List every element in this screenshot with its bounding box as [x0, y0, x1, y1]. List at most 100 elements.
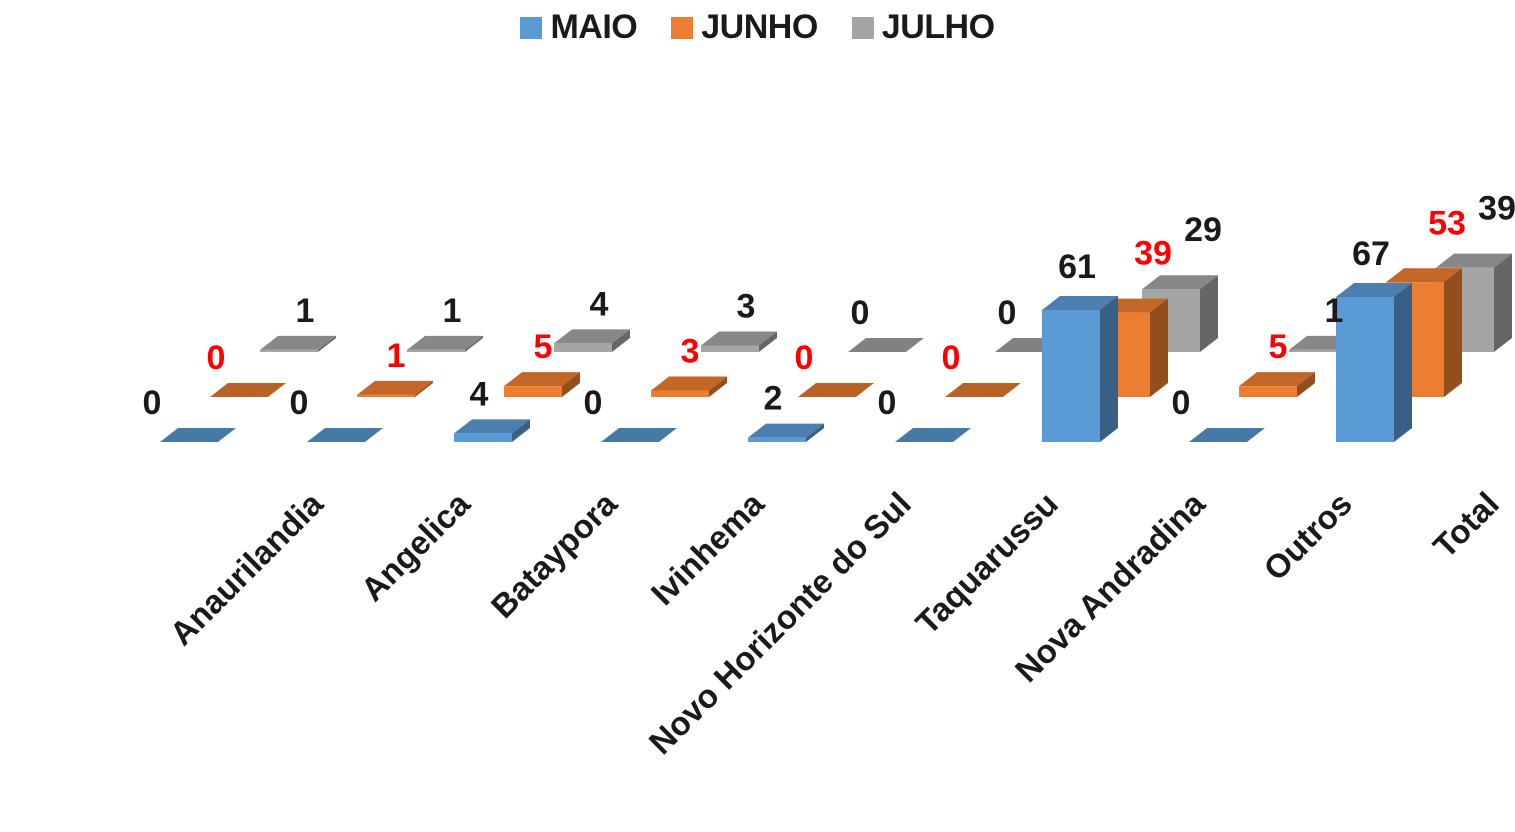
- legend-label-julho: JULHO: [881, 8, 995, 46]
- bar-top-face: [748, 423, 824, 438]
- bar-side-face: [612, 329, 630, 352]
- bar-top-face: [454, 419, 530, 434]
- bar-top-face: [945, 383, 1021, 397]
- data-label-maio-angelica: 0: [290, 384, 309, 422]
- category-label-ivinhema: Ivinhema: [644, 484, 772, 612]
- bar-julho-bataypora: [554, 329, 630, 352]
- data-label-junho-novo-horizonte-do-sul: 0: [795, 339, 814, 377]
- bar-side-face: [318, 335, 336, 352]
- bar-side-face: [1200, 275, 1218, 352]
- bar-side-face: [709, 376, 727, 397]
- data-label-julho-ivinhema: 3: [737, 288, 756, 326]
- data-label-maio-total: 67: [1352, 235, 1390, 273]
- bar-top-face: [160, 428, 236, 442]
- bar-junho-bataypora: [504, 372, 580, 397]
- bar-top-face: [307, 428, 383, 442]
- bar-front-face: [357, 394, 415, 397]
- bar-side-face: [512, 419, 530, 442]
- bar-front-face: [1289, 349, 1347, 352]
- category-label-angelica: Angelica: [354, 484, 478, 608]
- bar-top-face: [651, 376, 727, 391]
- bar-front-face: [1336, 297, 1394, 442]
- data-label-junho-taquarussu: 0: [942, 339, 961, 377]
- category-label-taquarussu: Taquarussu: [908, 485, 1065, 642]
- bar-side-face: [1394, 283, 1412, 442]
- legend-item-maio: MAIO: [520, 8, 638, 47]
- bar-top-face: [601, 428, 677, 442]
- bar-junho-angelica: [357, 380, 433, 397]
- category-label-total: Total: [1426, 485, 1506, 565]
- bar-front-face: [554, 343, 612, 352]
- data-label-maio-nova-andradina: 61: [1058, 248, 1096, 286]
- data-label-julho-total: 39: [1478, 190, 1515, 228]
- bar-side-face: [1150, 298, 1168, 397]
- category-label-bataypora: Bataypora: [484, 484, 625, 625]
- series-maio: [160, 283, 1412, 442]
- data-label-maio-taquarussu: 0: [878, 384, 897, 422]
- bar-junho-ivinhema: [651, 376, 727, 397]
- bar-maio-bataypora: [454, 419, 530, 442]
- legend-label-maio: MAIO: [550, 8, 638, 46]
- bar-julho-ivinhema: [701, 331, 777, 352]
- bar-top-face: [1239, 372, 1315, 387]
- bar-top-face: [1142, 275, 1218, 290]
- data-label-julho-nova-andradina: 29: [1184, 211, 1222, 249]
- legend-item-julho: JULHO: [851, 8, 995, 47]
- bar-front-face: [651, 390, 709, 397]
- bar-top-face: [1042, 295, 1118, 310]
- legend-item-junho: JUNHO: [671, 8, 818, 47]
- bar-top-face: [1436, 253, 1512, 268]
- category-label-novo-horizonte-do-sul: Novo Horizonte do Sul: [642, 485, 918, 761]
- data-label-maio-anaurilandia: 0: [143, 384, 162, 422]
- bar-julho-novo-horizonte-do-sul: [848, 338, 924, 352]
- bar-top-face: [260, 335, 336, 350]
- data-label-junho-anaurilandia: 0: [207, 339, 226, 377]
- bar-maio-total: [1336, 283, 1412, 442]
- bar-maio-taquarussu: [895, 428, 971, 442]
- bar-front-face: [1042, 309, 1100, 442]
- data-label-junho-ivinhema: 3: [681, 333, 700, 371]
- bar-maio-novo-horizonte-do-sul: [748, 423, 824, 442]
- bar-side-face: [1444, 268, 1462, 397]
- bar-top-face: [357, 380, 433, 395]
- data-label-julho-outros: 1: [1325, 292, 1344, 330]
- legend-label-junho: JUNHO: [701, 8, 818, 46]
- bar-top-face: [407, 335, 483, 350]
- data-label-julho-angelica: 1: [443, 292, 462, 330]
- data-label-julho-anaurilandia: 1: [296, 292, 315, 330]
- bar-julho-nova-andradina: [1142, 275, 1218, 352]
- legend: MAIO JUNHO JULHO: [0, 8, 1515, 47]
- bar-top-face: [848, 338, 924, 352]
- data-label-junho-bataypora: 5: [534, 328, 553, 366]
- data-label-maio-novo-horizonte-do-sul: 2: [764, 380, 783, 418]
- data-label-maio-outros: 0: [1172, 384, 1191, 422]
- data-label-junho-total: 53: [1428, 204, 1466, 242]
- bar-julho-angelica: [407, 335, 483, 352]
- bar-side-face: [759, 331, 777, 352]
- bar-front-face: [407, 349, 465, 352]
- bar-side-face: [465, 335, 483, 352]
- data-label-junho-outros: 5: [1269, 328, 1288, 366]
- data-label-maio-bataypora: 4: [470, 375, 489, 413]
- bar-maio-anaurilandia: [160, 428, 236, 442]
- bar-top-face: [210, 383, 286, 397]
- data-label-julho-novo-horizonte-do-sul: 0: [851, 294, 870, 332]
- bar-top-face: [798, 383, 874, 397]
- bar-top-face: [895, 428, 971, 442]
- category-label-outros: Outros: [1256, 485, 1359, 588]
- bar-top-face: [1386, 268, 1462, 283]
- bar-junho-outros: [1239, 372, 1315, 397]
- bar-junho-taquarussu: [945, 383, 1021, 397]
- bar-junho-anaurilandia: [210, 383, 286, 397]
- bar-top-face: [504, 372, 580, 387]
- legend-swatch-maio: [520, 16, 543, 39]
- bar-front-face: [260, 349, 318, 352]
- bar-maio-outros: [1189, 428, 1265, 442]
- bar-top-face: [701, 331, 777, 346]
- bar-julho-anaurilandia: [260, 335, 336, 352]
- bar-top-face: [554, 329, 630, 344]
- bar-front-face: [454, 433, 512, 442]
- bar-maio-angelica: [307, 428, 383, 442]
- bar-side-face: [415, 380, 433, 397]
